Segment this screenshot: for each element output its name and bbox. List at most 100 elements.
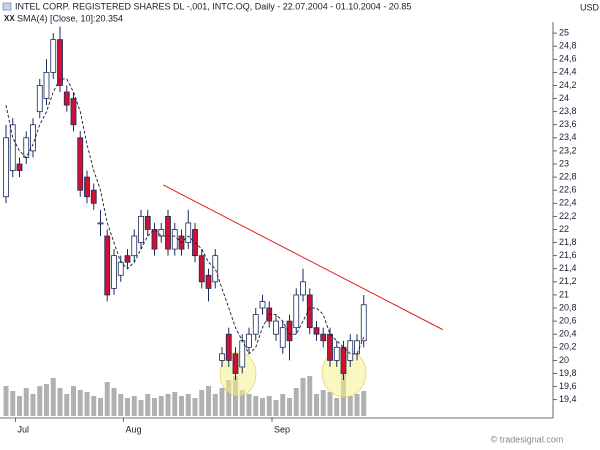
candle-body [97,222,104,225]
candle-body [70,98,77,126]
y-tick-label: 20,8 [559,302,577,312]
y-tick-label: 24,2 [559,80,577,90]
chart-title: INTEL CORP. REGISTERED SHARES DL -,001, … [15,1,411,11]
volume-bar [206,386,211,416]
y-tick-label: 24,8 [559,41,577,51]
candle-body [16,163,23,171]
candle-body [300,281,306,296]
volume-bar [280,394,286,416]
volume-bar [77,390,83,416]
volume-bar [354,394,360,416]
candle-body [293,294,300,329]
volume-bar [253,396,259,416]
candle-body [36,85,43,113]
volume-bar [185,394,191,416]
y-tick-label: 21,8 [559,237,577,247]
y-tick-label: 25 [559,27,569,37]
y-tick-label: 23 [559,158,569,168]
candle-body [50,39,57,73]
volume-bar [17,396,22,416]
candle-body [313,327,320,335]
candle-body [90,189,97,204]
candle-body [138,215,144,243]
y-tick-label: 20,4 [559,329,577,339]
chart-subtitle: SMA(4) [Close, 10]:20.354 [17,13,123,23]
y-tick-label: 23,4 [559,132,577,142]
candle-body [306,294,313,329]
volume-bar [98,398,103,416]
symbol-icon [2,2,12,11]
y-tick-label: 24 [559,93,569,103]
volume-bar [300,378,306,416]
candle-body [30,124,36,152]
candle-body [9,124,16,171]
volume-bar [347,396,353,416]
candle-body [63,91,70,106]
volume-bar [179,396,184,416]
y-tick-label: 23,6 [559,119,577,129]
y-tick-label: 23,8 [559,106,577,116]
volume-bar [158,396,164,416]
candle-body [144,215,151,230]
indicator-icon: XX [4,14,15,23]
x-tick-label: Jul [18,424,30,434]
candle-body [104,235,111,296]
candle-body [185,222,192,243]
volume-bar [91,396,97,416]
y-tick-label: 20,6 [559,315,577,325]
y-tick-label: 20,2 [559,342,577,352]
y-tick-label: 19,6 [559,381,577,391]
candle-body [219,353,225,361]
volume-bar [57,388,63,416]
volume-bar [165,394,171,416]
y-tick-label: 22,2 [559,211,577,221]
volume-bar [138,400,144,416]
currency-label: USD [580,2,600,12]
volume-bar [30,394,36,416]
y-tick-label: 21,6 [559,250,577,260]
candle-body [333,346,340,361]
volume-bar [104,382,110,416]
candle-body [3,137,9,198]
candle-body [165,215,171,250]
candle-body [286,320,293,342]
candle-body [225,333,232,361]
volume-bar [118,394,124,416]
y-tick-label: 24,4 [559,67,577,77]
volume-bar [111,388,117,416]
volume-bar [71,386,76,416]
volume-bar [152,398,157,416]
candle-body [212,255,219,283]
volume-bar [125,398,130,416]
y-tick-label: 19,8 [559,368,577,378]
volume-bar [172,392,178,416]
y-tick-label: 23,2 [559,145,577,155]
volume-bar [246,394,252,416]
volume-bar [10,391,16,416]
candle-body [360,304,367,342]
candle-body [171,229,178,250]
candle-body [117,261,124,276]
candle-body [232,353,239,374]
volume-bar [260,398,265,416]
candle-body [124,255,131,263]
y-tick-label: 21 [559,289,569,299]
candle-body [273,320,279,335]
trend-line [163,184,443,331]
volume-bar [50,378,56,416]
candle-body [246,333,252,348]
volume-bar [3,386,9,416]
candle-body [259,301,266,309]
candle-body [252,314,259,335]
y-tick-label: 20 [559,355,569,365]
y-tick-label: 22,6 [559,185,577,195]
volume-bar [327,392,333,416]
y-tick-label: 24,6 [559,54,577,64]
y-tick-label: 21,4 [559,263,577,273]
candle-body [151,229,158,250]
candle-body [111,255,117,289]
candle-body [327,333,333,361]
candle-body [205,274,212,289]
